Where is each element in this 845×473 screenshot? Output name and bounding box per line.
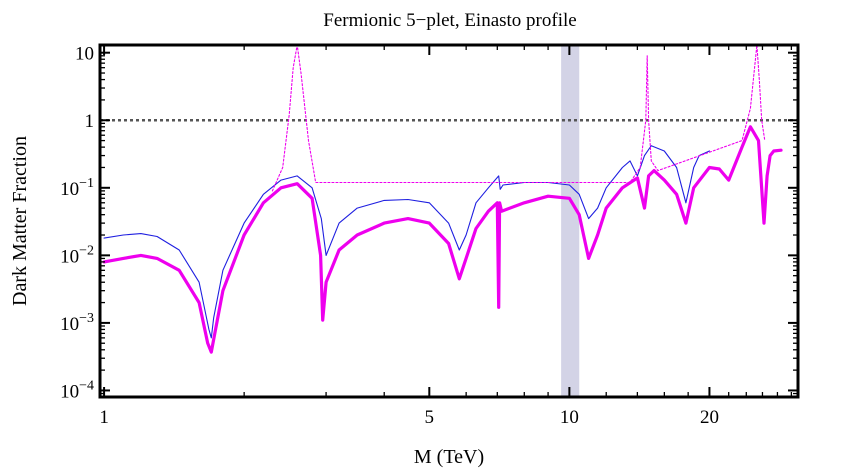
- y-tick-label: 10−4: [60, 378, 94, 402]
- x-axis-title: M (TeV): [414, 446, 484, 468]
- x-tick-label: 5: [425, 407, 435, 428]
- x-tick-label: 20: [700, 407, 719, 428]
- plot-frame: [98, 43, 800, 399]
- chart-title: Fermionic 5−plet, Einasto profile: [323, 10, 576, 31]
- plot-area: [100, 45, 798, 397]
- series-blue-thin: [103, 145, 710, 339]
- x-tick-label: 1: [99, 407, 109, 428]
- series-magenta-thick: [102, 125, 783, 354]
- y-axis-title: Dark Matter Fraction: [9, 136, 31, 306]
- y-tick-label: 10−3: [60, 311, 94, 335]
- axis-ticks: 1 5 10 20 10 1 10−1 10−2 10−3 10−4: [60, 44, 798, 428]
- y-tick-label: 10−2: [60, 243, 94, 267]
- shaded-band: [561, 45, 580, 397]
- x-tick-label: 10: [560, 407, 579, 428]
- series-magenta-dotted: [271, 45, 766, 192]
- y-tick-label: 10: [75, 44, 94, 65]
- y-tick-label: 10−1: [60, 176, 94, 200]
- y-tick-label: 1: [85, 111, 95, 132]
